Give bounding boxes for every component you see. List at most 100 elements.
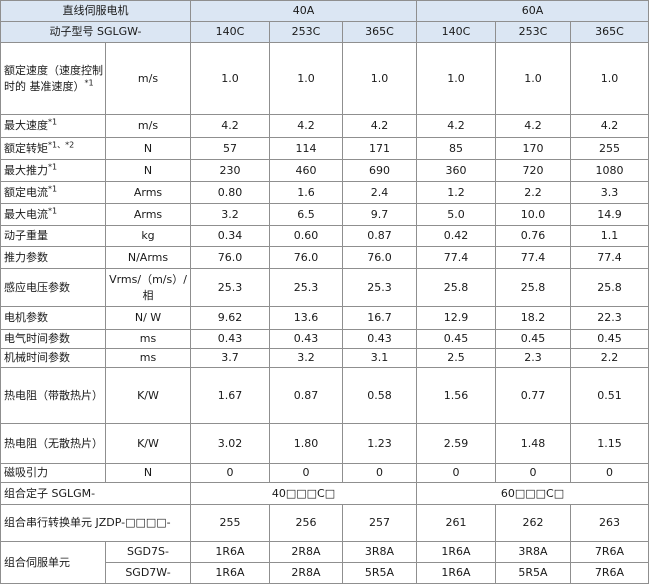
footnote-marker: *1、*2: [48, 139, 75, 149]
spec-value: 460: [269, 159, 343, 182]
spec-row: 最大速度*1 m/s 4.2 4.2 4.2 4.2 4.2 4.2: [0, 114, 649, 138]
spec-value: 360: [416, 159, 496, 182]
spec-value: 0.43: [269, 329, 343, 349]
servo-label: 组合伺服单元: [0, 541, 106, 584]
spec-value: 0: [416, 463, 496, 483]
spec-value: 1.2: [416, 181, 496, 204]
servo-value: 2R8A: [269, 541, 343, 563]
spec-value: 1.56: [416, 367, 496, 424]
spec-value: 85: [416, 137, 496, 160]
spec-value: 0.45: [570, 329, 649, 349]
spec-value: 0.43: [190, 329, 270, 349]
spec-value: 10.0: [495, 203, 571, 226]
spec-label: 额定速度（速度控制时的 基准速度）*1: [0, 42, 106, 115]
spec-value: 4.2: [570, 114, 649, 138]
spec-value: 0.42: [416, 225, 496, 247]
spec-value: 25.8: [416, 268, 496, 307]
servo-series: SGD7S-: [105, 541, 191, 563]
servo-value: 5R5A: [495, 562, 571, 584]
converter-value: 263: [570, 504, 649, 542]
spec-label-text: 感应电压参数: [4, 280, 70, 294]
spec-value: 3.02: [190, 423, 270, 464]
model-header: 140C: [416, 21, 496, 43]
spec-value: 0.34: [190, 225, 270, 247]
stator-value-40a: 40□□□C□: [190, 482, 417, 505]
servo-series: SGD7W-: [105, 562, 191, 584]
spec-label-text: 额定电流: [4, 185, 48, 199]
spec-row: 热电阻（无散热片） K/W 3.02 1.80 1.23 2.59 1.48 1.15: [0, 423, 649, 464]
spec-unit: N: [105, 463, 191, 483]
spec-value: 0.77: [495, 367, 571, 424]
spec-label: 额定转矩*1、*2: [0, 137, 106, 160]
spec-label-text: 额定转矩: [4, 141, 48, 155]
spec-row: 机械时间参数 ms 3.7 3.2 3.1 2.5 2.3 2.2: [0, 348, 649, 368]
spec-unit: K/W: [105, 367, 191, 424]
spec-unit: Arms: [105, 203, 191, 226]
header-row-models: 动子型号 SGLGW- 140C 253C 365C 140C 253C 365…: [0, 21, 649, 43]
group-header-40a: 40A: [190, 0, 417, 22]
servo-value: 2R8A: [269, 562, 343, 584]
spec-value: 0.60: [269, 225, 343, 247]
spec-value: 0.45: [495, 329, 571, 349]
spec-value: 3.1: [342, 348, 417, 368]
spec-value: 25.8: [570, 268, 649, 307]
spec-value: 3.3: [570, 181, 649, 204]
spec-label: 感应电压参数: [0, 268, 106, 307]
spec-label: 机械时间参数: [0, 348, 106, 368]
spec-value: 720: [495, 159, 571, 182]
spec-row: 动子重量 kg 0.34 0.60 0.87 0.42 0.76 1.1: [0, 225, 649, 247]
converter-row: 组合串行转换单元 JZDP-□□□□- 255 256 257 261 262 263: [0, 504, 649, 542]
spec-value: 77.4: [416, 246, 496, 269]
spec-unit: kg: [105, 225, 191, 247]
spec-value: 3.2: [269, 348, 343, 368]
spec-value: 0.87: [269, 367, 343, 424]
spec-label: 电机参数: [0, 306, 106, 330]
spec-value: 4.2: [190, 114, 270, 138]
spec-label: 热电阻（无散热片）: [0, 423, 106, 464]
spec-unit: m/s: [105, 114, 191, 138]
spec-value: 76.0: [342, 246, 417, 269]
spec-row: 额定速度（速度控制时的 基准速度）*1 m/s 1.0 1.0 1.0 1.0 1.0 1.0: [0, 42, 649, 115]
spec-unit: N: [105, 137, 191, 160]
model-header: 365C: [570, 21, 649, 43]
spec-value: 25.3: [190, 268, 270, 307]
spec-unit: N/Arms: [105, 246, 191, 269]
spec-value: 9.7: [342, 203, 417, 226]
servo-value: 3R8A: [342, 541, 417, 563]
spec-label: 电气时间参数: [0, 329, 106, 349]
spec-value: 0.45: [416, 329, 496, 349]
spec-value: 1.0: [190, 42, 270, 115]
spec-value: 0.58: [342, 367, 417, 424]
spec-value: 255: [570, 137, 649, 160]
spec-value: 25.3: [342, 268, 417, 307]
stator-value-60a: 60□□□C□: [416, 482, 649, 505]
header-title-line1: 直线伺服电机: [0, 0, 191, 22]
spec-unit: N: [105, 159, 191, 182]
model-header: 365C: [342, 21, 417, 43]
spec-label-text: 最大推力: [4, 163, 48, 177]
servo-value: 1R6A: [190, 562, 270, 584]
servo-value: 1R6A: [190, 541, 270, 563]
spec-value: 4.2: [269, 114, 343, 138]
spec-value: 16.7: [342, 306, 417, 330]
header-row-groups: 直线伺服电机 40A 60A: [0, 0, 649, 22]
spec-value: 0: [269, 463, 343, 483]
spec-label-text: 热电阻（无散热片）: [4, 436, 103, 450]
spec-value: 2.3: [495, 348, 571, 368]
spec-value: 0: [342, 463, 417, 483]
spec-row: 最大推力*1 N 230 460 690 360 720 1080: [0, 159, 649, 182]
spec-value: 0.43: [342, 329, 417, 349]
spec-value: 1.1: [570, 225, 649, 247]
spec-label-text: 推力参数: [4, 250, 48, 264]
spec-row: 额定转矩*1、*2 N 57 114 171 85 170 255: [0, 137, 649, 160]
spec-value: 14.9: [570, 203, 649, 226]
servo-value: 7R6A: [570, 541, 649, 563]
spec-value: 9.62: [190, 306, 270, 330]
footnote-marker: *1: [48, 205, 58, 215]
spec-value: 171: [342, 137, 417, 160]
spec-value: 2.5: [416, 348, 496, 368]
converter-value: 255: [190, 504, 270, 542]
spec-unit: m/s: [105, 42, 191, 115]
spec-value: 4.2: [342, 114, 417, 138]
